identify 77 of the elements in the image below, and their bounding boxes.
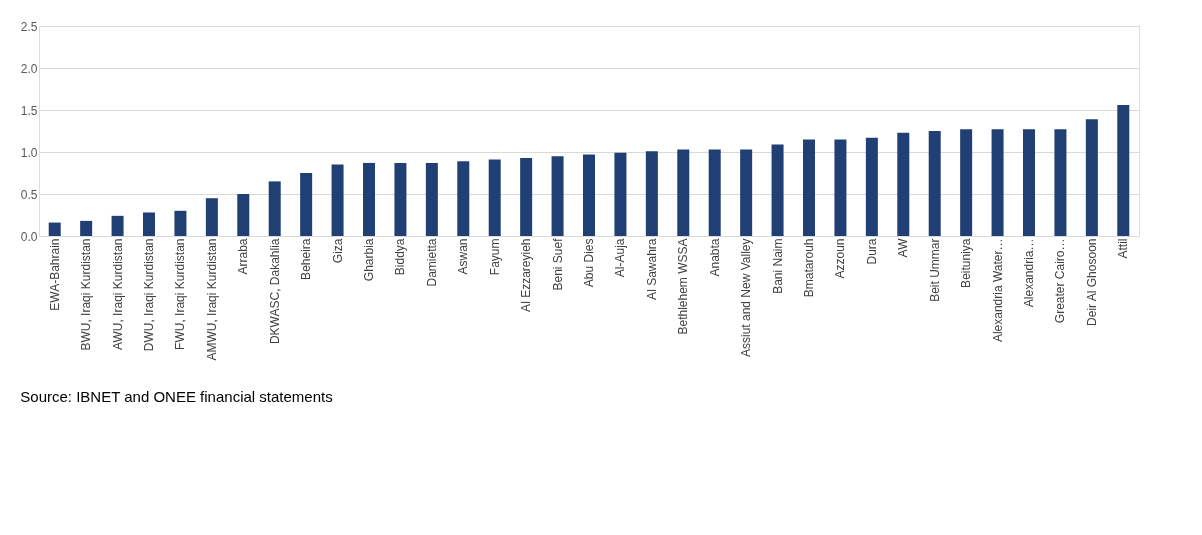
bar bbox=[928, 131, 941, 236]
x-tick-label: Dura bbox=[864, 238, 879, 265]
x-tick-label: DKWASC, Dakahlia bbox=[267, 238, 282, 345]
bar bbox=[1117, 104, 1130, 236]
bar bbox=[268, 181, 281, 236]
bar bbox=[237, 194, 250, 236]
bar bbox=[865, 137, 878, 236]
bar bbox=[300, 173, 313, 236]
x-tick-label: Greater Cairo… bbox=[1053, 238, 1068, 324]
x-tick-label: Giza bbox=[330, 238, 345, 264]
x-tick-label: Beheira bbox=[299, 238, 314, 280]
x-tick-label: Al Sawahra bbox=[644, 238, 659, 300]
bar bbox=[205, 198, 218, 236]
x-tick-label: DWU, Iraqi Kurdistan bbox=[142, 238, 156, 352]
bar bbox=[425, 162, 438, 236]
bar bbox=[174, 210, 187, 236]
x-tick-label: Alexandria Water… bbox=[990, 238, 1005, 343]
y-tick-label: 2.5 bbox=[20, 19, 38, 34]
x-tick-label: Assiut and New Valley bbox=[739, 238, 754, 357]
bar bbox=[551, 156, 564, 236]
bar bbox=[614, 152, 627, 236]
x-tick-label: Damietta bbox=[424, 238, 439, 287]
x-tick-label: AWU, Iraqi Kurdistan bbox=[110, 238, 125, 351]
bar bbox=[677, 149, 690, 236]
x-tick-label: Bani Naim bbox=[770, 238, 785, 294]
x-tick-label: EWA-Bahrain bbox=[47, 238, 62, 311]
x-tick-label: Arraba bbox=[236, 238, 251, 275]
x-tick-label: Al-Auja bbox=[613, 238, 628, 278]
y-tick-label: 2.0 bbox=[20, 61, 38, 76]
bar bbox=[488, 159, 501, 236]
x-tick-label: Bethlehem WSSA bbox=[676, 238, 691, 335]
bar bbox=[363, 162, 375, 236]
bar bbox=[111, 215, 124, 236]
x-tick-label: Al Ezzareyieh bbox=[519, 238, 534, 312]
bar bbox=[708, 149, 721, 236]
bar bbox=[1085, 119, 1098, 236]
bar bbox=[645, 151, 658, 236]
bar bbox=[803, 139, 815, 236]
x-tick-label: AW bbox=[896, 237, 911, 258]
bar bbox=[1054, 129, 1067, 236]
x-tick-label: Attil bbox=[1116, 238, 1131, 259]
bar bbox=[834, 139, 847, 236]
source-note: Source: IBNET and ONEE financial statements bbox=[20, 388, 333, 406]
y-tick-label: 1.0 bbox=[20, 145, 38, 160]
x-tick-label: Alexandria… bbox=[1022, 238, 1036, 308]
y-tick-label: 0.0 bbox=[20, 229, 38, 244]
x-tick-label: Fayum bbox=[487, 238, 502, 276]
bar bbox=[771, 144, 784, 236]
bar bbox=[960, 129, 973, 236]
bar bbox=[740, 149, 753, 236]
y-tick-label: 1.5 bbox=[20, 103, 38, 118]
x-tick-label: Deir Al Ghosoon bbox=[1084, 238, 1099, 326]
bar bbox=[457, 161, 470, 236]
bar bbox=[80, 220, 93, 236]
x-tick-label: Abu Dies bbox=[582, 238, 596, 288]
x-tick-label: BWU, Iraqi Kurdistan bbox=[79, 238, 94, 351]
x-tick-label: Bmatarouh bbox=[802, 238, 816, 298]
x-tick-label: Beit Ummar bbox=[927, 238, 942, 302]
x-tick-label: FWU, Iraqi Kurdistan bbox=[173, 238, 188, 350]
bar bbox=[583, 154, 595, 236]
bar bbox=[897, 132, 910, 236]
x-tick-label: Anabta bbox=[707, 238, 722, 277]
x-tick-label: Beni Suef bbox=[550, 237, 565, 291]
bar bbox=[331, 164, 344, 236]
bar bbox=[143, 212, 155, 236]
bar bbox=[991, 129, 1004, 236]
bar bbox=[1023, 129, 1035, 236]
x-tick-label: AMWU, Iraqi Kurdistan bbox=[204, 238, 219, 361]
bar bbox=[520, 157, 533, 236]
x-tick-label: Gharbia bbox=[362, 238, 376, 282]
bar bbox=[394, 162, 407, 236]
x-tick-label: Aswan bbox=[456, 238, 471, 275]
x-tick-label: Beituniya bbox=[959, 238, 974, 288]
x-tick-label: Azzoun bbox=[833, 238, 848, 279]
x-tick-label: Biddya bbox=[393, 238, 408, 276]
bar bbox=[48, 222, 61, 236]
y-tick-label: 0.5 bbox=[20, 187, 38, 202]
